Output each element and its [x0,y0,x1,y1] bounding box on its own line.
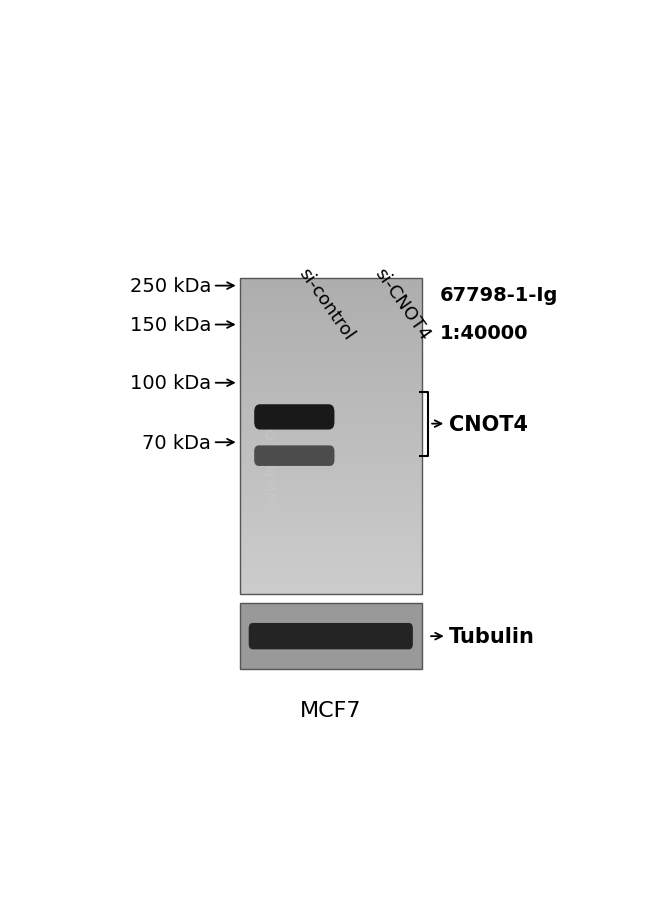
Bar [239,331,422,336]
Bar [239,389,422,394]
Text: 1:40000: 1:40000 [440,324,528,343]
Bar [239,483,422,489]
Bar [239,489,422,494]
Bar [239,305,422,310]
Bar [239,547,422,552]
Bar [239,368,422,373]
Bar [239,515,422,520]
Bar [239,373,422,379]
Bar [239,383,422,389]
Bar [239,520,422,526]
Bar [239,479,422,483]
Bar [239,336,422,342]
Text: si-control: si-control [294,264,357,344]
Bar [239,326,422,331]
Bar [239,352,422,357]
Bar [239,447,422,452]
Bar [239,552,422,557]
Bar [239,420,422,426]
Bar [239,415,422,420]
Bar [239,347,422,352]
Bar [239,320,422,326]
Bar [239,603,422,669]
Bar [239,537,422,542]
Bar [239,563,422,568]
Bar [239,400,422,405]
Bar [239,542,422,547]
Bar [239,511,422,515]
Bar [239,526,422,531]
Bar [239,379,422,383]
Bar [239,463,422,468]
Bar [239,410,422,415]
Text: si-CNOT4: si-CNOT4 [371,264,434,344]
Text: 100 kDa: 100 kDa [130,373,211,392]
Bar [239,574,422,578]
Bar [239,363,422,368]
Bar [239,294,422,299]
Bar [239,468,422,474]
Text: MCF7: MCF7 [300,701,361,721]
FancyBboxPatch shape [254,446,334,466]
Bar [239,283,422,289]
Bar [239,431,422,437]
Bar [239,437,422,442]
Bar [239,494,422,500]
Bar [239,452,422,457]
Text: WWW.PGLA.COM: WWW.PGLA.COM [266,409,279,514]
Bar [239,279,422,283]
Bar [239,474,422,479]
Bar [239,289,422,294]
Bar [239,357,422,363]
Text: 250 kDa: 250 kDa [130,277,211,296]
Bar [239,505,422,511]
Bar [239,589,422,594]
Bar [239,531,422,537]
Bar [239,442,422,447]
Bar [239,557,422,563]
Bar [239,394,422,400]
Bar [239,457,422,463]
Text: CNOT4: CNOT4 [449,414,528,434]
Bar [239,568,422,574]
Bar [239,316,422,320]
FancyBboxPatch shape [249,623,413,649]
Bar [239,310,422,316]
Bar [239,405,422,410]
Bar [239,578,422,584]
Text: Tubulin: Tubulin [450,627,535,647]
FancyBboxPatch shape [254,405,334,430]
Text: 70 kDa: 70 kDa [143,433,211,452]
Bar [239,342,422,347]
Bar [239,279,422,594]
Text: 150 kDa: 150 kDa [130,316,211,335]
Bar [239,299,422,305]
Text: 67798-1-Ig: 67798-1-Ig [440,285,558,304]
Bar [239,426,422,431]
Bar [239,500,422,505]
Bar [239,584,422,589]
